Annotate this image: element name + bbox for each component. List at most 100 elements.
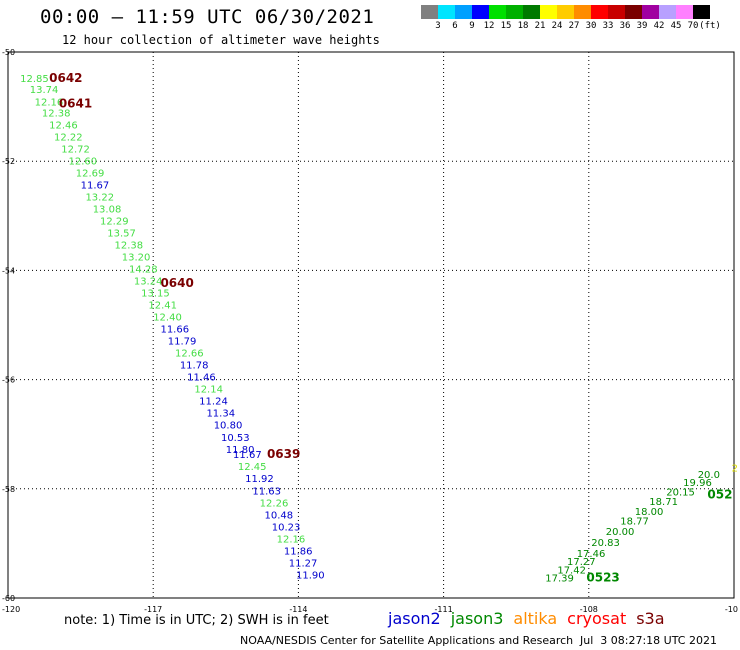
legend-label: 21 (534, 21, 546, 31)
data-point-label: 12.26 (260, 498, 289, 509)
data-point-label: 11.27 (289, 558, 318, 569)
chart-title: 00:00 – 11:59 UTC 06/30/2021 (40, 6, 375, 28)
legend-label: 30 (585, 21, 597, 31)
legend-label: 42 (653, 21, 665, 31)
y-tick-label: -60 (2, 594, 15, 603)
legend-swatch (591, 5, 608, 19)
data-point-label: 20.15 (666, 487, 695, 498)
x-tick-label: -108 (580, 605, 598, 614)
footer-credit: NOAA/NESDIS Center for Satellite Applica… (240, 634, 574, 647)
data-point-label: 11.66 (160, 325, 189, 336)
data-point-label: 12.85 (20, 74, 49, 85)
time-label: 0639 (267, 447, 300, 461)
data-point-label: 12.16 (35, 98, 64, 109)
data-point-label: 10.53 (221, 433, 250, 444)
data-point-label: 11.67 (81, 181, 110, 192)
legend-unit: (ft) (699, 21, 721, 31)
legend-swatch (489, 5, 506, 19)
x-tick-label: -114 (289, 605, 307, 614)
legend-swatch (557, 5, 574, 19)
data-point-label: 20.83 (591, 538, 620, 549)
data-point-label: 12.66 (175, 349, 204, 360)
legend-label: 27 (568, 21, 580, 31)
color-legend: 3 6 9 12 15 18 21 24 27 30 33 36 39 42 45 70 (ft) (421, 5, 721, 31)
data-point-label: 18.77 (620, 516, 649, 527)
data-point-label: 20.0 (698, 470, 720, 481)
satellite-legend: jason2 jason3 altika cryosat s3a (388, 609, 675, 628)
data-point-label: 11.79 (168, 337, 197, 348)
legend-swatches (421, 5, 710, 19)
data-point-label: 10.80 (214, 421, 243, 432)
data-point-label: 11.46 (187, 373, 216, 384)
data-point-label: 13.57 (107, 229, 136, 240)
legend-label: 3 (435, 21, 441, 31)
legend-label: 18 (517, 21, 529, 31)
data-point-label: 12.16 (277, 534, 306, 545)
chart-subtitle: 12 hour collection of altimeter wave hei… (62, 33, 380, 47)
data-point-label: 11.67 (233, 450, 262, 461)
x-tick-label: -117 (144, 605, 162, 614)
data-point-label: 11.78 (180, 361, 209, 372)
legend-swatch (625, 5, 642, 19)
data-point-label: 10.23 (272, 522, 301, 533)
data-point-label: 18.00 (635, 507, 664, 518)
legend-label: 36 (619, 21, 631, 31)
data-point-label: 11.86 (284, 546, 313, 557)
data-point-label: 12.45 (238, 462, 267, 473)
time-label: 052 (707, 488, 732, 502)
legend-swatch (574, 5, 591, 19)
data-point-label: 12.60 (69, 156, 98, 167)
plot-frame (7, 51, 735, 599)
legend-label: 24 (551, 21, 563, 31)
data-point-label: 19.96 (683, 478, 712, 489)
legend-swatch (438, 5, 455, 19)
legend-swatch (523, 5, 540, 19)
data-point-label: 12.41 (148, 301, 177, 312)
legend-label: 15 (500, 21, 512, 31)
data-point-label: 17.42 (557, 565, 586, 576)
satellite-jason2: jason2 (388, 609, 441, 628)
time-label: 0641 (59, 97, 92, 111)
legend-swatch (642, 5, 659, 19)
data-point-label: 13.22 (85, 193, 114, 204)
data-point-label: 12.29 (100, 217, 129, 228)
legend-label: 33 (602, 21, 614, 31)
legend-label: 9 (469, 21, 475, 31)
legend-swatch (693, 5, 710, 19)
data-point-label: 12.14 (194, 385, 223, 396)
data-point-label: 14.28 (129, 265, 158, 276)
legend-swatch (455, 5, 472, 19)
data-point-label: 13.20 (122, 253, 151, 264)
y-tick-label: -58 (2, 485, 15, 494)
data-point-label: 12.46 (49, 120, 78, 131)
data-point-label: 18.71 (649, 497, 678, 508)
footer-timestamp: Jul 3 08:27:18 UTC 2021 (580, 634, 717, 647)
data-point-label: 13.15 (141, 289, 170, 300)
data-point-label: 13.08 (93, 205, 122, 216)
legend-swatch (608, 5, 625, 19)
x-tick-label: -120 (2, 605, 20, 614)
y-tick-label: -56 (2, 376, 15, 385)
legend-swatch (540, 5, 557, 19)
legend-swatch (676, 5, 693, 19)
data-point-label: 13.74 (30, 85, 59, 96)
legend-swatch (472, 5, 489, 19)
satellite-s3a: s3a (636, 609, 665, 628)
satellite-altika: altika (513, 609, 558, 628)
footer-note: note: 1) Time is in UTC; 2) SWH is in fe… (64, 613, 329, 628)
data-point-label: 10.48 (265, 510, 294, 521)
data-point-label: 11.63 (252, 486, 281, 497)
x-tick-label: -111 (435, 605, 453, 614)
time-label: 0642 (49, 71, 82, 85)
data-point-label: 11.92 (245, 474, 274, 485)
y-tick-label: -54 (2, 266, 15, 275)
y-tick-label: -52 (2, 157, 15, 166)
data-point-label: 12.72 (61, 144, 90, 155)
data-point-label: 11.80 (226, 445, 255, 456)
time-label: 0523 (586, 571, 619, 585)
legend-label: 70 (687, 21, 699, 31)
data-point-label: 12.22 (54, 132, 83, 143)
satellite-jason3: jason3 (450, 609, 504, 628)
x-tick-label: -10 (725, 605, 738, 614)
data-point-label: 17.39 (545, 574, 574, 585)
